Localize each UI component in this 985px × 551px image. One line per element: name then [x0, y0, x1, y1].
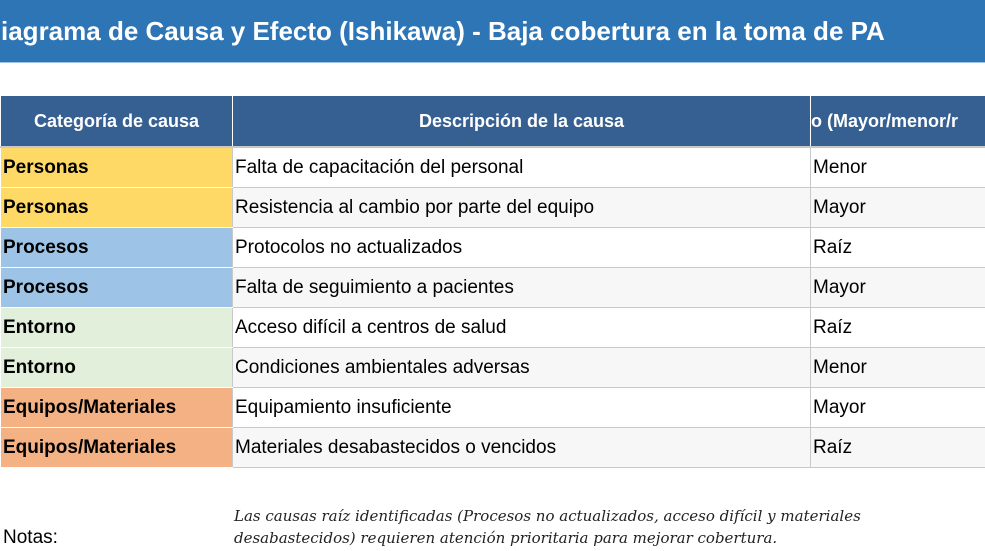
category-cell[interactable]: Personas [0, 187, 233, 228]
table-row: Personas Falta de capacitación del person… [0, 146, 985, 188]
type-cell[interactable]: Menor [810, 146, 985, 188]
table-row: Equipos/Materiales Materiales desabasteci… [0, 427, 985, 468]
description-cell[interactable]: Materiales desabastecidos o vencidos [232, 427, 811, 468]
table-row: Entorno Acceso difícil a centros de salud… [0, 307, 985, 348]
category-cell[interactable]: Entorno [0, 347, 233, 388]
description-cell[interactable]: Equipamiento insuficiente [232, 387, 811, 428]
header-description[interactable]: Descripción de la causa [232, 95, 811, 148]
table-row: Procesos Protocolos no actualizados Raíz [0, 227, 985, 268]
page-title: iagrama de Causa y Efecto (Ishikawa) - B… [0, 0, 985, 63]
category-cell[interactable]: Procesos [0, 267, 233, 308]
header-type[interactable]: o (Mayor/menor/r [810, 95, 985, 148]
description-cell[interactable]: Condiciones ambientales adversas [232, 347, 811, 388]
table-row: Entorno Condiciones ambientales adversas M… [0, 347, 985, 388]
notes-label: Notas: [3, 527, 58, 548]
notes-text: Las causas raíz identificadas (Procesos … [234, 507, 861, 547]
category-cell[interactable]: Equipos/Materiales [0, 427, 233, 468]
category-cell[interactable]: Entorno [0, 307, 233, 348]
type-cell[interactable]: Mayor [810, 267, 985, 308]
category-cell[interactable]: Personas [0, 146, 233, 188]
causes-table: Categoría de causa Descripción de la cau… [0, 95, 985, 468]
category-cell[interactable]: Equipos/Materiales [0, 387, 233, 428]
description-cell[interactable]: Acceso difícil a centros de salud [232, 307, 811, 348]
table-row: Equipos/Materiales Equipamiento insuficie… [0, 387, 985, 428]
description-cell[interactable]: Falta de seguimiento a pacientes [232, 267, 811, 308]
header-row: Categoría de causa Descripción de la cau… [0, 95, 985, 148]
table-row: Procesos Falta de seguimiento a pacientes… [0, 267, 985, 308]
type-cell[interactable]: Menor [810, 347, 985, 388]
type-cell[interactable]: Raíz [810, 307, 985, 348]
header-category[interactable]: Categoría de causa [0, 95, 233, 148]
type-cell[interactable]: Raíz [810, 227, 985, 268]
description-cell[interactable]: Falta de capacitación del personal [232, 146, 811, 188]
table-row: Personas Resistencia al cambio por parte … [0, 187, 985, 228]
type-cell[interactable]: Mayor [810, 387, 985, 428]
description-cell[interactable]: Protocolos no actualizados [232, 227, 811, 268]
type-cell[interactable]: Raíz [810, 427, 985, 468]
category-cell[interactable]: Procesos [0, 227, 233, 268]
description-cell[interactable]: Resistencia al cambio por parte del equi… [232, 187, 811, 228]
type-cell[interactable]: Mayor [810, 187, 985, 228]
